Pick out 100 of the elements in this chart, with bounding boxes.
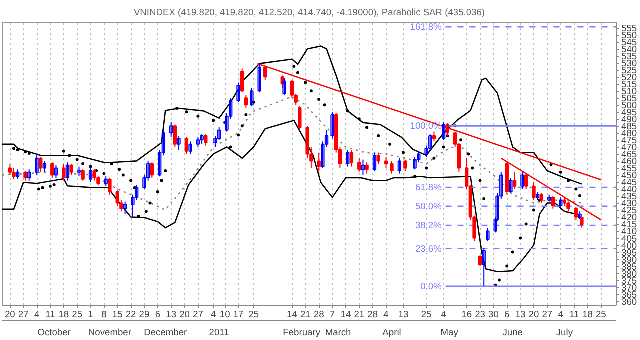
candlestick (134, 184, 139, 201)
x-tick-label: 14 (340, 310, 352, 320)
x-tick-label: 27 (542, 310, 553, 320)
candlestick (432, 131, 436, 142)
x-tick-label: 21 (300, 310, 311, 320)
candlestick (196, 136, 200, 148)
candlestick (317, 152, 321, 173)
candlestick (62, 164, 66, 182)
candlestick (104, 176, 108, 187)
candlestick (188, 141, 192, 155)
candlestick (240, 68, 244, 94)
candlestick (384, 156, 388, 169)
candlestick (424, 145, 428, 158)
candlestick (372, 152, 377, 172)
x-tick-label: 8 (102, 310, 107, 320)
candlestick (8, 164, 12, 176)
x-tick-label: 4 (384, 310, 389, 320)
x-tick-label: 4 (210, 310, 216, 320)
candlestick (170, 121, 174, 138)
x-tick-label: 25 (596, 310, 606, 320)
candlestick (42, 160, 47, 173)
candlestick (217, 127, 222, 141)
candlestick (146, 160, 150, 182)
x2-tick-label: March (325, 328, 352, 338)
x-tick-label: 13 (166, 310, 177, 320)
candlestick (250, 88, 254, 108)
candlestick (77, 166, 82, 178)
candlestick (350, 149, 354, 168)
candlestick (346, 149, 350, 168)
x-tick-label: 10 (220, 310, 230, 320)
line-series (2, 120, 583, 273)
candlestick (500, 172, 504, 200)
candlestick (39, 156, 43, 173)
candlestick (512, 172, 517, 190)
candlestick (566, 201, 570, 212)
x-tick-label: 11 (569, 310, 580, 320)
candlestick (324, 130, 329, 148)
candlestick (442, 121, 446, 141)
candlestick (540, 192, 544, 204)
candlestick (228, 98, 233, 120)
x-tick-label: 13 (398, 310, 409, 320)
candlestick (66, 162, 70, 182)
candlestick (282, 78, 286, 96)
candlestick (365, 162, 369, 174)
candlestick (177, 135, 181, 150)
candlestick (486, 228, 490, 242)
candlestick (361, 159, 366, 176)
x2-tick-label: July (556, 328, 574, 338)
x-tick-label: 23 (475, 310, 486, 320)
x-tick-label: 6 (155, 310, 161, 320)
chart-title: VNINDEX (419.820, 419.820, 412.520, 414.740, -4.19000), Parabolic SAR (435.036) (134, 8, 486, 18)
series-label: 50.0% (415, 201, 442, 212)
candlestick (214, 135, 218, 148)
x-tick-label: 30 (488, 310, 499, 320)
series-label: 61.8% (415, 182, 442, 193)
candlestick (236, 82, 240, 103)
x-tick-label: 29 (139, 310, 150, 320)
candlestick (548, 194, 552, 202)
candlestick (532, 182, 536, 201)
x-tick-label: 18 (582, 310, 593, 320)
line-series (2, 46, 583, 185)
candlestick (150, 162, 154, 179)
x-tick-label: 4 (441, 310, 446, 320)
candlestick (70, 164, 74, 176)
x-tick-label: 21 (354, 310, 365, 320)
candlestick (173, 124, 178, 148)
x-tick-label: 16 (462, 310, 472, 320)
x2-tick-label: February (283, 328, 321, 338)
x-tick-label: 22 (126, 310, 136, 320)
candlestick (321, 141, 325, 169)
candlestick (200, 134, 204, 145)
x-tick-label: 20 (4, 310, 16, 320)
candlestick (258, 64, 262, 94)
x-tick-label: 15 (112, 310, 123, 320)
x-tick-label: 7 (330, 310, 336, 320)
candlestick (398, 158, 402, 174)
x2-tick-label: December (144, 328, 188, 338)
candlestick (184, 136, 189, 155)
x-tick-label: 4 (34, 310, 40, 320)
candlestick (509, 178, 513, 194)
x2-tick-label: November (88, 328, 132, 338)
candlestick (28, 169, 32, 182)
x-tick-label: 13 (515, 310, 526, 320)
candlestick (162, 130, 166, 156)
candlestick (482, 248, 486, 287)
series-label: 0.0% (420, 281, 442, 292)
series-label: 23.6% (415, 244, 442, 254)
x-tick-label: 27 (193, 310, 204, 320)
candlestick (298, 106, 302, 131)
candlestick (225, 113, 229, 132)
x-tick-label: 20 (528, 310, 540, 320)
x-tick-label: 17 (233, 310, 244, 320)
x2-tick-label: October (38, 328, 71, 338)
candlestick (478, 254, 482, 267)
candlestick (417, 150, 421, 164)
candlestick (16, 169, 20, 180)
x2-tick-label: May (440, 328, 459, 338)
candlestick (204, 134, 208, 146)
candlestick (520, 172, 524, 190)
x-tick-label: 11 (46, 310, 56, 320)
